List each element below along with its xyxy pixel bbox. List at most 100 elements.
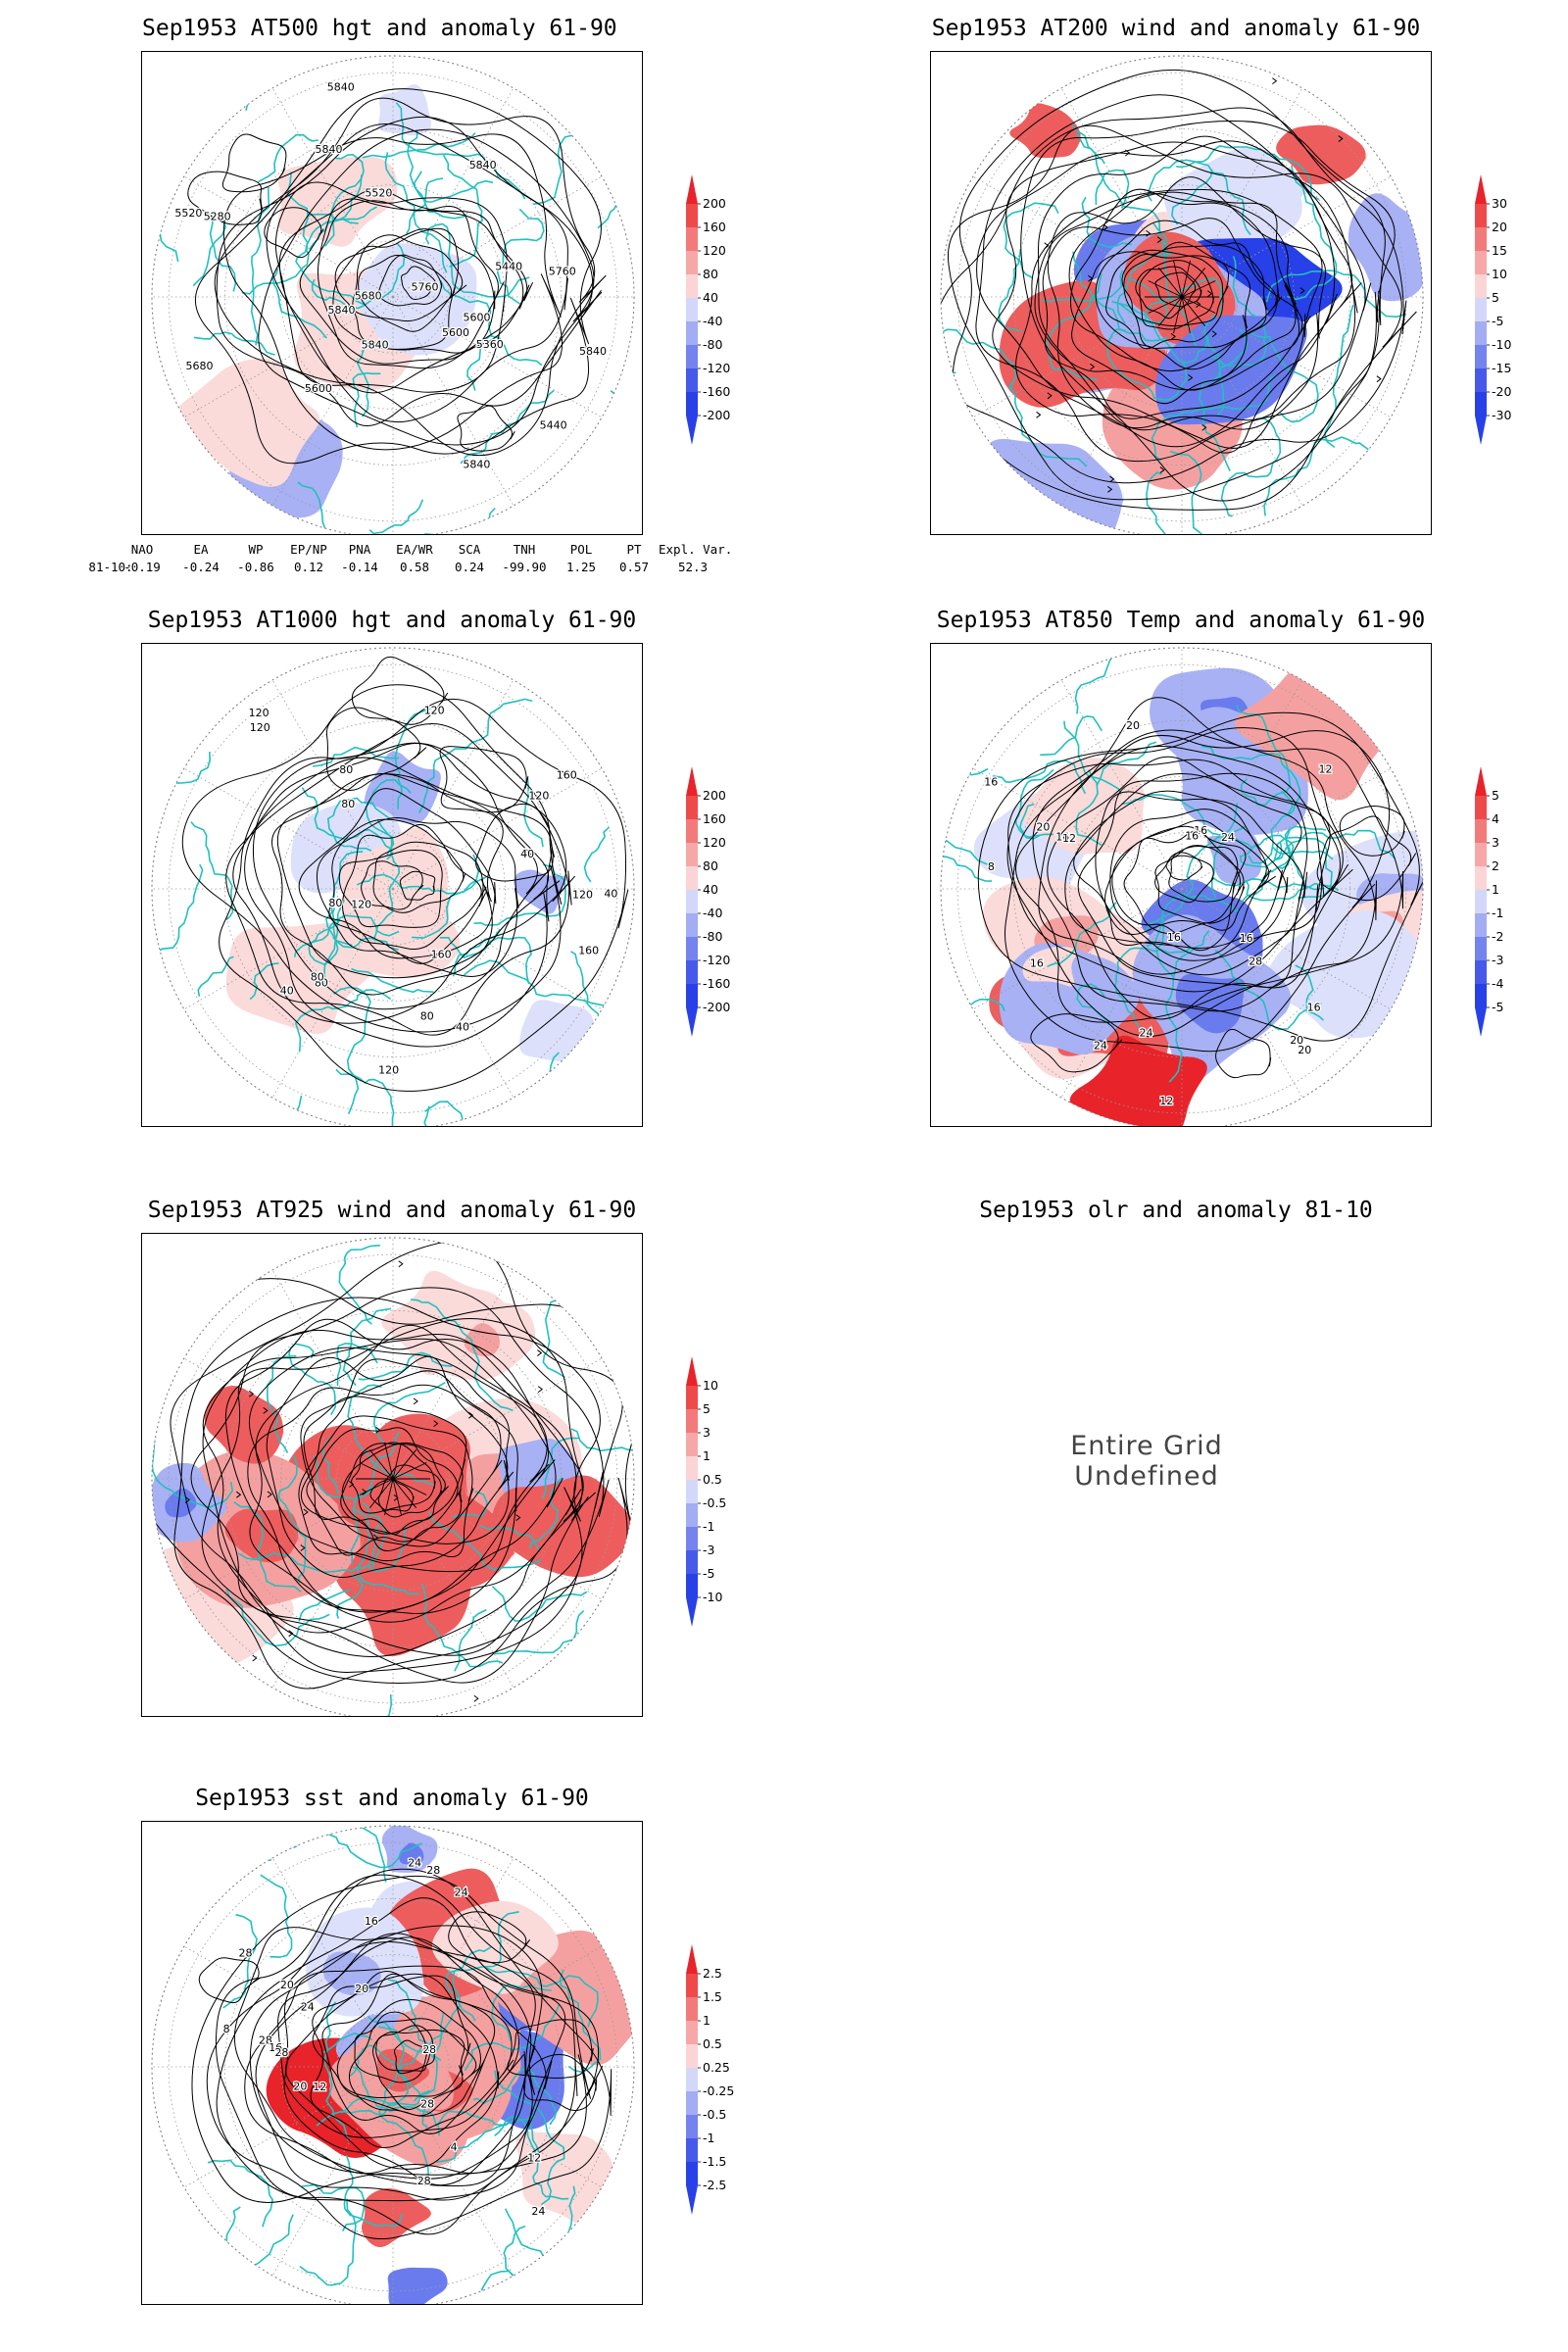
contour-line — [1007, 759, 1353, 993]
flow-arrow — [515, 1514, 521, 1522]
contour-label: 24 — [408, 1857, 421, 1870]
colorbar-segment — [1475, 368, 1487, 392]
colorbar-label: -1 — [703, 2131, 714, 2145]
colorbar-segment — [686, 960, 698, 984]
colorbar-segment — [686, 1997, 698, 2021]
contour-label: 8 — [988, 860, 995, 873]
contour-line — [523, 2053, 598, 2112]
flow-arrow — [1196, 301, 1201, 308]
colorbar-label: -40 — [703, 314, 722, 328]
colorbar-segment — [686, 321, 698, 345]
streamline — [1020, 121, 1396, 502]
coastline — [1199, 328, 1249, 471]
coastline — [351, 2066, 438, 2127]
colorbar-top-arrow — [686, 766, 698, 796]
contour-line — [274, 181, 508, 393]
colorbar-segment — [1475, 890, 1487, 913]
coastline — [1272, 847, 1334, 860]
flow-arrow — [1159, 466, 1165, 473]
contour-label: 120 — [424, 705, 445, 717]
contour-line — [341, 823, 487, 951]
coastline — [421, 1584, 504, 1668]
latitude-circle — [956, 663, 1407, 1114]
contour-line — [244, 1965, 553, 2175]
contour-line — [1015, 697, 1404, 1023]
contour-line — [457, 405, 515, 452]
colorbar-label: 0.5 — [703, 2036, 722, 2051]
contour-label: 40 — [280, 985, 294, 998]
negative-anomaly-area — [290, 802, 406, 894]
colorbar-bottom-arrow — [1475, 1007, 1487, 1037]
contour-line — [358, 254, 456, 332]
flow-arrow — [473, 1694, 479, 1702]
coastline — [237, 1523, 381, 1574]
colorbar-segment — [686, 913, 698, 937]
coastline — [356, 340, 386, 417]
flow-arrow — [1090, 363, 1096, 370]
streamline — [1034, 191, 1300, 391]
coastline — [225, 2206, 294, 2268]
streamline — [351, 1442, 436, 1514]
colorbar-segment — [1475, 251, 1487, 274]
meridian-line — [392, 1357, 603, 1480]
colorbar-segment — [686, 1503, 698, 1527]
contour-label: 80 — [311, 971, 324, 984]
coastline — [1155, 919, 1174, 977]
teleconnection-header: PT — [626, 542, 642, 557]
colorbar-label: 1 — [703, 2013, 710, 2028]
meridian-line — [183, 767, 394, 890]
colorbar-label: -1 — [1492, 906, 1503, 920]
polar-map — [940, 55, 1424, 534]
contour-line — [244, 757, 553, 1048]
map-boundary — [151, 55, 635, 534]
positive-anomaly-area — [277, 157, 402, 247]
colorbar-segment — [686, 937, 698, 960]
coastline — [429, 1946, 492, 2061]
contour-label: 16 — [365, 1915, 378, 1928]
colorbar-segment — [686, 984, 698, 1007]
positive-anomaly-area — [225, 921, 384, 1034]
contour-line — [375, 2025, 436, 2072]
contour-label: 28 — [1249, 956, 1262, 968]
coastline — [322, 2032, 373, 2054]
teleconnection-header: EA — [193, 542, 209, 557]
map-boundary — [151, 1825, 635, 2304]
coastline — [1263, 436, 1381, 516]
colorbar-segment — [686, 2068, 698, 2091]
teleconnection-value: -0.19 — [123, 560, 161, 574]
streamline — [1105, 249, 1224, 350]
coastline — [1072, 251, 1169, 342]
coastline — [258, 133, 318, 183]
contour-line — [1111, 825, 1247, 952]
streamline — [1123, 244, 1268, 349]
teleconnection-value: 0.58 — [399, 560, 430, 574]
colorbar-label: 3 — [1492, 835, 1499, 850]
colorbar-segment — [686, 204, 698, 227]
coastline — [439, 936, 532, 985]
coastline — [490, 1984, 552, 2041]
flow-arrow — [1109, 475, 1115, 483]
contour-line — [191, 1875, 592, 2203]
contour-label: 5600 — [305, 382, 332, 395]
colorbar-segment — [686, 1456, 698, 1480]
polar-map — [151, 1237, 635, 1716]
contour-label: 16 — [1307, 1001, 1321, 1013]
colorbar-label: -2 — [1492, 929, 1503, 944]
colorbar-segment — [686, 251, 698, 274]
coastline — [349, 2044, 428, 2129]
colorbar-label: 120 — [703, 243, 726, 258]
contour-line — [372, 2029, 466, 2111]
map-content: 120 160 120 80 160 120 80 40 120 120 80 40 160 120 40 8… — [152, 648, 634, 1126]
colorbar-top-arrow — [686, 1356, 698, 1386]
meridian-line — [392, 888, 514, 1099]
positive-anomaly-area — [174, 358, 327, 487]
meridian-line — [1060, 679, 1183, 890]
contour-label: 5440 — [540, 418, 567, 431]
contour-line — [448, 1911, 531, 1964]
colorbar-label: -0.5 — [703, 1495, 726, 1510]
meridian-line — [1181, 296, 1392, 418]
flow-arrow — [433, 1420, 439, 1428]
colorbar-segment — [686, 1386, 698, 1409]
colorbar-segment — [1475, 204, 1487, 227]
coastline — [343, 2154, 404, 2228]
